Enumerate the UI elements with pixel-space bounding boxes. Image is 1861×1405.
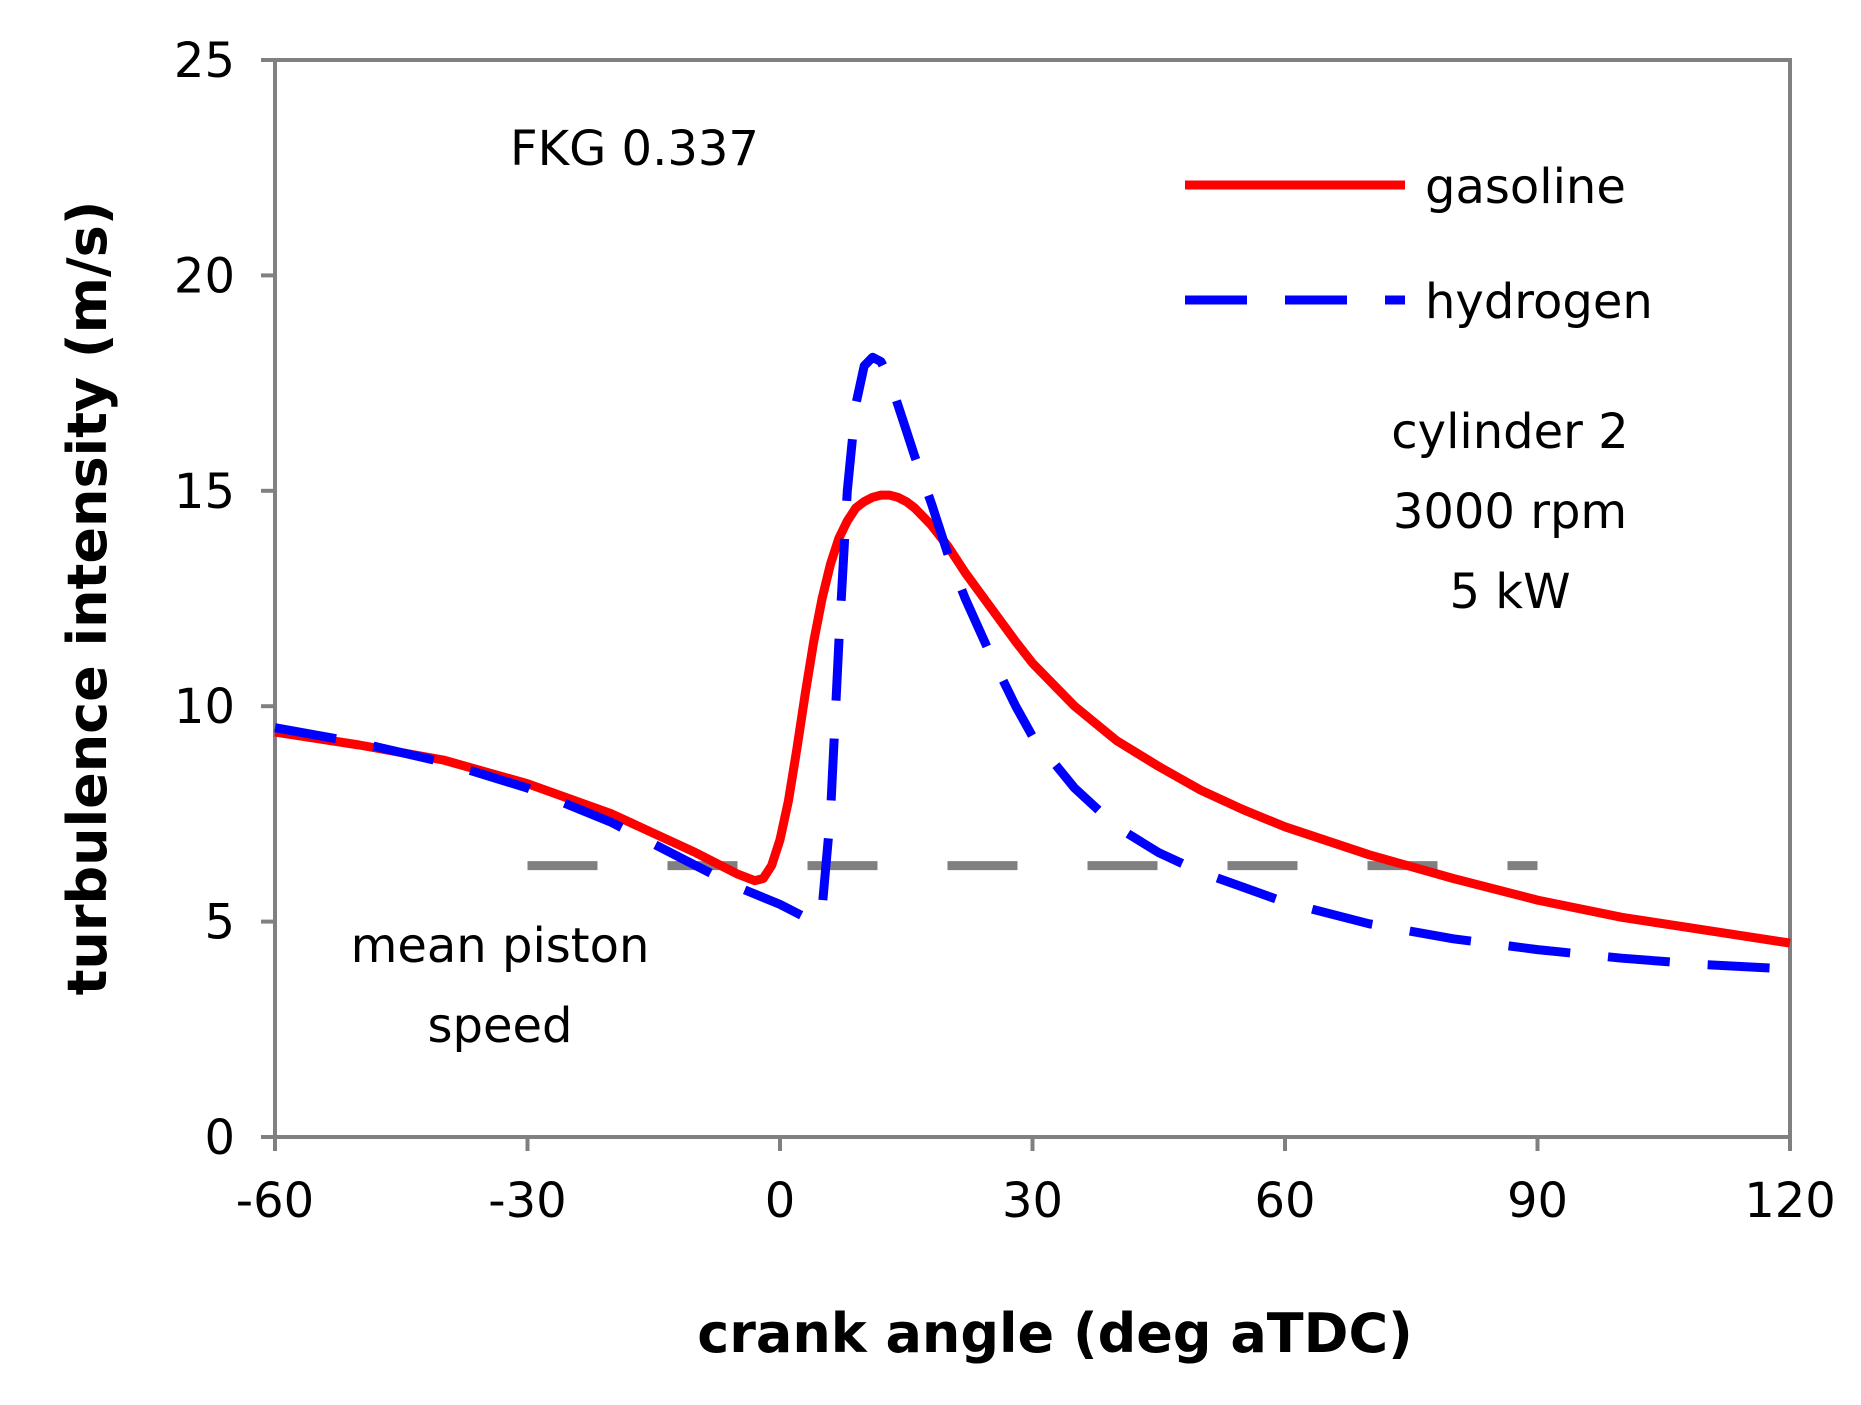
x-tick-label: -30 xyxy=(488,1173,566,1229)
y-axis-title: turbulence intensity (m/s) xyxy=(56,201,119,996)
x-tick-label: -60 xyxy=(236,1173,314,1229)
x-tick-label: 120 xyxy=(1744,1173,1836,1229)
rpm-annotation: 3000 rpm xyxy=(1393,484,1627,540)
y-tick-label: 5 xyxy=(204,895,235,951)
x-tick-label: 0 xyxy=(765,1173,796,1229)
y-tick-label: 25 xyxy=(174,33,235,89)
x-tick-label: 90 xyxy=(1507,1173,1568,1229)
mean-piston-label-line1: mean piston xyxy=(351,918,650,974)
power-annotation: 5 kW xyxy=(1449,564,1570,620)
series-layer xyxy=(274,352,1791,974)
legend-gasoline-label: gasoline xyxy=(1425,159,1626,215)
x-tick-label: 30 xyxy=(1002,1173,1063,1229)
y-tick-label: 15 xyxy=(174,464,235,520)
y-tick-label: 0 xyxy=(204,1110,235,1166)
x-tick-label: 60 xyxy=(1254,1173,1315,1229)
cylinder-annotation: cylinder 2 xyxy=(1391,404,1628,460)
x-axis-title: crank angle (deg aTDC) xyxy=(697,1302,1413,1365)
mean-piston-label-line2: speed xyxy=(427,998,572,1054)
legend-hydrogen-label: hydrogen xyxy=(1425,274,1653,330)
legend: gasoline hydrogen xyxy=(1185,159,1653,330)
fkg-annotation: FKG 0.337 xyxy=(510,121,759,177)
series-line-gasoline xyxy=(274,490,1791,948)
y-tick-label: 10 xyxy=(174,679,235,735)
tick-layer: -60 -30 0 30 60 90 120 0 5 10 15 20 25 xyxy=(174,33,1836,1229)
series-line-hydrogen xyxy=(274,352,1791,974)
y-tick-label: 20 xyxy=(174,248,235,304)
